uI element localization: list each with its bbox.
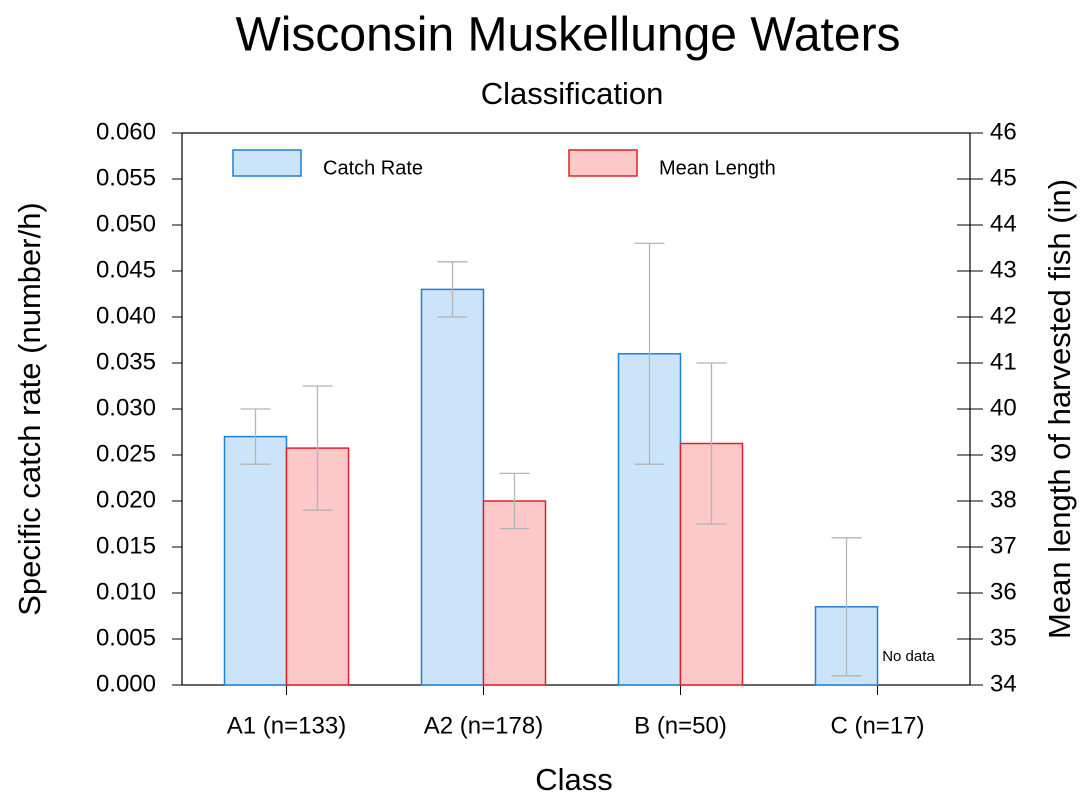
y-tick-label: 0.045 (96, 256, 156, 283)
y2-tick-label: 46 (990, 118, 1017, 145)
x-tick-label: C (n=17) (830, 712, 924, 739)
x-tick-label: A1 (n=133) (227, 712, 346, 739)
legend-label: Catch Rate (323, 157, 423, 179)
bar (420, 288, 485, 686)
x-axis-label: Class (535, 762, 613, 797)
y-tick-label: 0.060 (96, 118, 156, 145)
error-bar (240, 408, 271, 465)
bar (482, 500, 547, 686)
y-tick-label: 0.020 (96, 486, 156, 513)
annotation: No data (882, 648, 935, 665)
y2-tick-label: 34 (990, 670, 1017, 697)
y2-tick-label: 43 (990, 256, 1017, 283)
y2-axis-label: Mean length of harvested fish (in) (1042, 179, 1077, 639)
legend-label: Mean Length (659, 157, 776, 179)
y2-tick-label: 36 (990, 578, 1017, 605)
y2-tick-label: 45 (990, 164, 1017, 191)
bar (223, 435, 288, 686)
legend-swatch (568, 149, 638, 177)
y-tick-label: 0.040 (96, 302, 156, 329)
y2-tick-label: 38 (990, 486, 1017, 513)
y-tick-label: 0.035 (96, 348, 156, 375)
y-tick-label: 0.050 (96, 210, 156, 237)
error-bar (696, 362, 727, 525)
error-bar (499, 472, 530, 530)
y-tick-label: 0.000 (96, 670, 156, 697)
chart-subtitle: Classification (481, 76, 664, 111)
y-tick-label: 0.055 (96, 164, 156, 191)
error-bar (831, 537, 862, 677)
y2-tick-label: 39 (990, 440, 1017, 467)
y-tick-label: 0.010 (96, 578, 156, 605)
error-bar (302, 385, 333, 511)
x-tick-label: B (n=50) (634, 712, 727, 739)
error-bar (634, 242, 665, 465)
y2-tick-label: 42 (990, 302, 1017, 329)
y-tick-label: 0.015 (96, 532, 156, 559)
x-tick-label: A2 (n=178) (424, 712, 543, 739)
y-tick-label: 0.030 (96, 394, 156, 421)
y-tick-label: 0.025 (96, 440, 156, 467)
chart-title: Wisconsin Muskellunge Waters (235, 9, 900, 62)
bar (285, 447, 350, 686)
y2-tick-label: 37 (990, 532, 1017, 559)
y2-tick-label: 41 (990, 348, 1017, 375)
error-bar (437, 261, 468, 318)
y2-tick-label: 35 (990, 624, 1017, 651)
y2-tick-label: 44 (990, 210, 1017, 237)
y2-tick-label: 40 (990, 394, 1017, 421)
legend-swatch (232, 149, 302, 177)
y-axis-label: Specific catch rate (number/h) (12, 202, 47, 616)
y-tick-label: 0.005 (96, 624, 156, 651)
